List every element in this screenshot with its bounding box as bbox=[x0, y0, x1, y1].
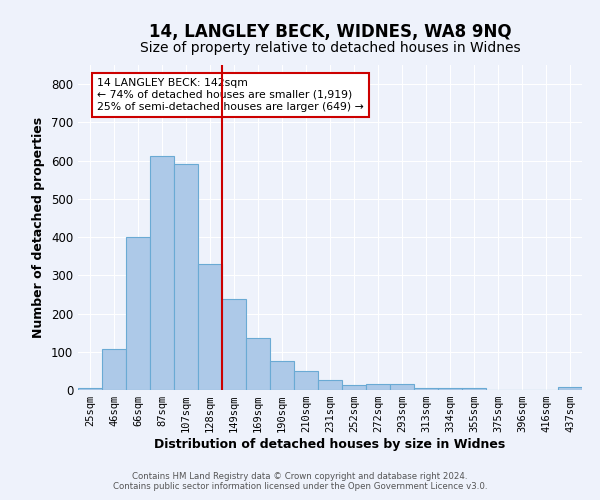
Bar bbox=[558, 387, 582, 390]
Bar bbox=[102, 350, 126, 390]
Bar bbox=[462, 388, 486, 390]
Text: 14 LANGLEY BECK: 142sqm
← 74% of detached houses are smaller (1,919)
25% of semi: 14 LANGLEY BECK: 142sqm ← 74% of detache… bbox=[97, 78, 364, 112]
Y-axis label: Number of detached properties: Number of detached properties bbox=[32, 117, 46, 338]
X-axis label: Distribution of detached houses by size in Widnes: Distribution of detached houses by size … bbox=[154, 438, 506, 451]
Bar bbox=[246, 338, 270, 390]
Bar bbox=[150, 156, 174, 390]
Bar bbox=[342, 384, 366, 390]
Bar bbox=[294, 371, 318, 390]
Bar bbox=[78, 388, 102, 390]
Text: Contains HM Land Registry data © Crown copyright and database right 2024.: Contains HM Land Registry data © Crown c… bbox=[132, 472, 468, 481]
Bar bbox=[366, 384, 390, 390]
Text: Contains public sector information licensed under the Open Government Licence v3: Contains public sector information licen… bbox=[113, 482, 487, 491]
Bar bbox=[198, 264, 222, 390]
Text: Size of property relative to detached houses in Widnes: Size of property relative to detached ho… bbox=[140, 41, 520, 55]
Bar bbox=[222, 299, 246, 390]
Bar bbox=[414, 388, 438, 390]
Bar bbox=[318, 380, 342, 390]
Text: 14, LANGLEY BECK, WIDNES, WA8 9NQ: 14, LANGLEY BECK, WIDNES, WA8 9NQ bbox=[149, 22, 511, 40]
Bar bbox=[390, 384, 414, 390]
Bar bbox=[126, 236, 150, 390]
Bar bbox=[438, 388, 462, 390]
Bar bbox=[270, 360, 294, 390]
Bar bbox=[174, 164, 198, 390]
